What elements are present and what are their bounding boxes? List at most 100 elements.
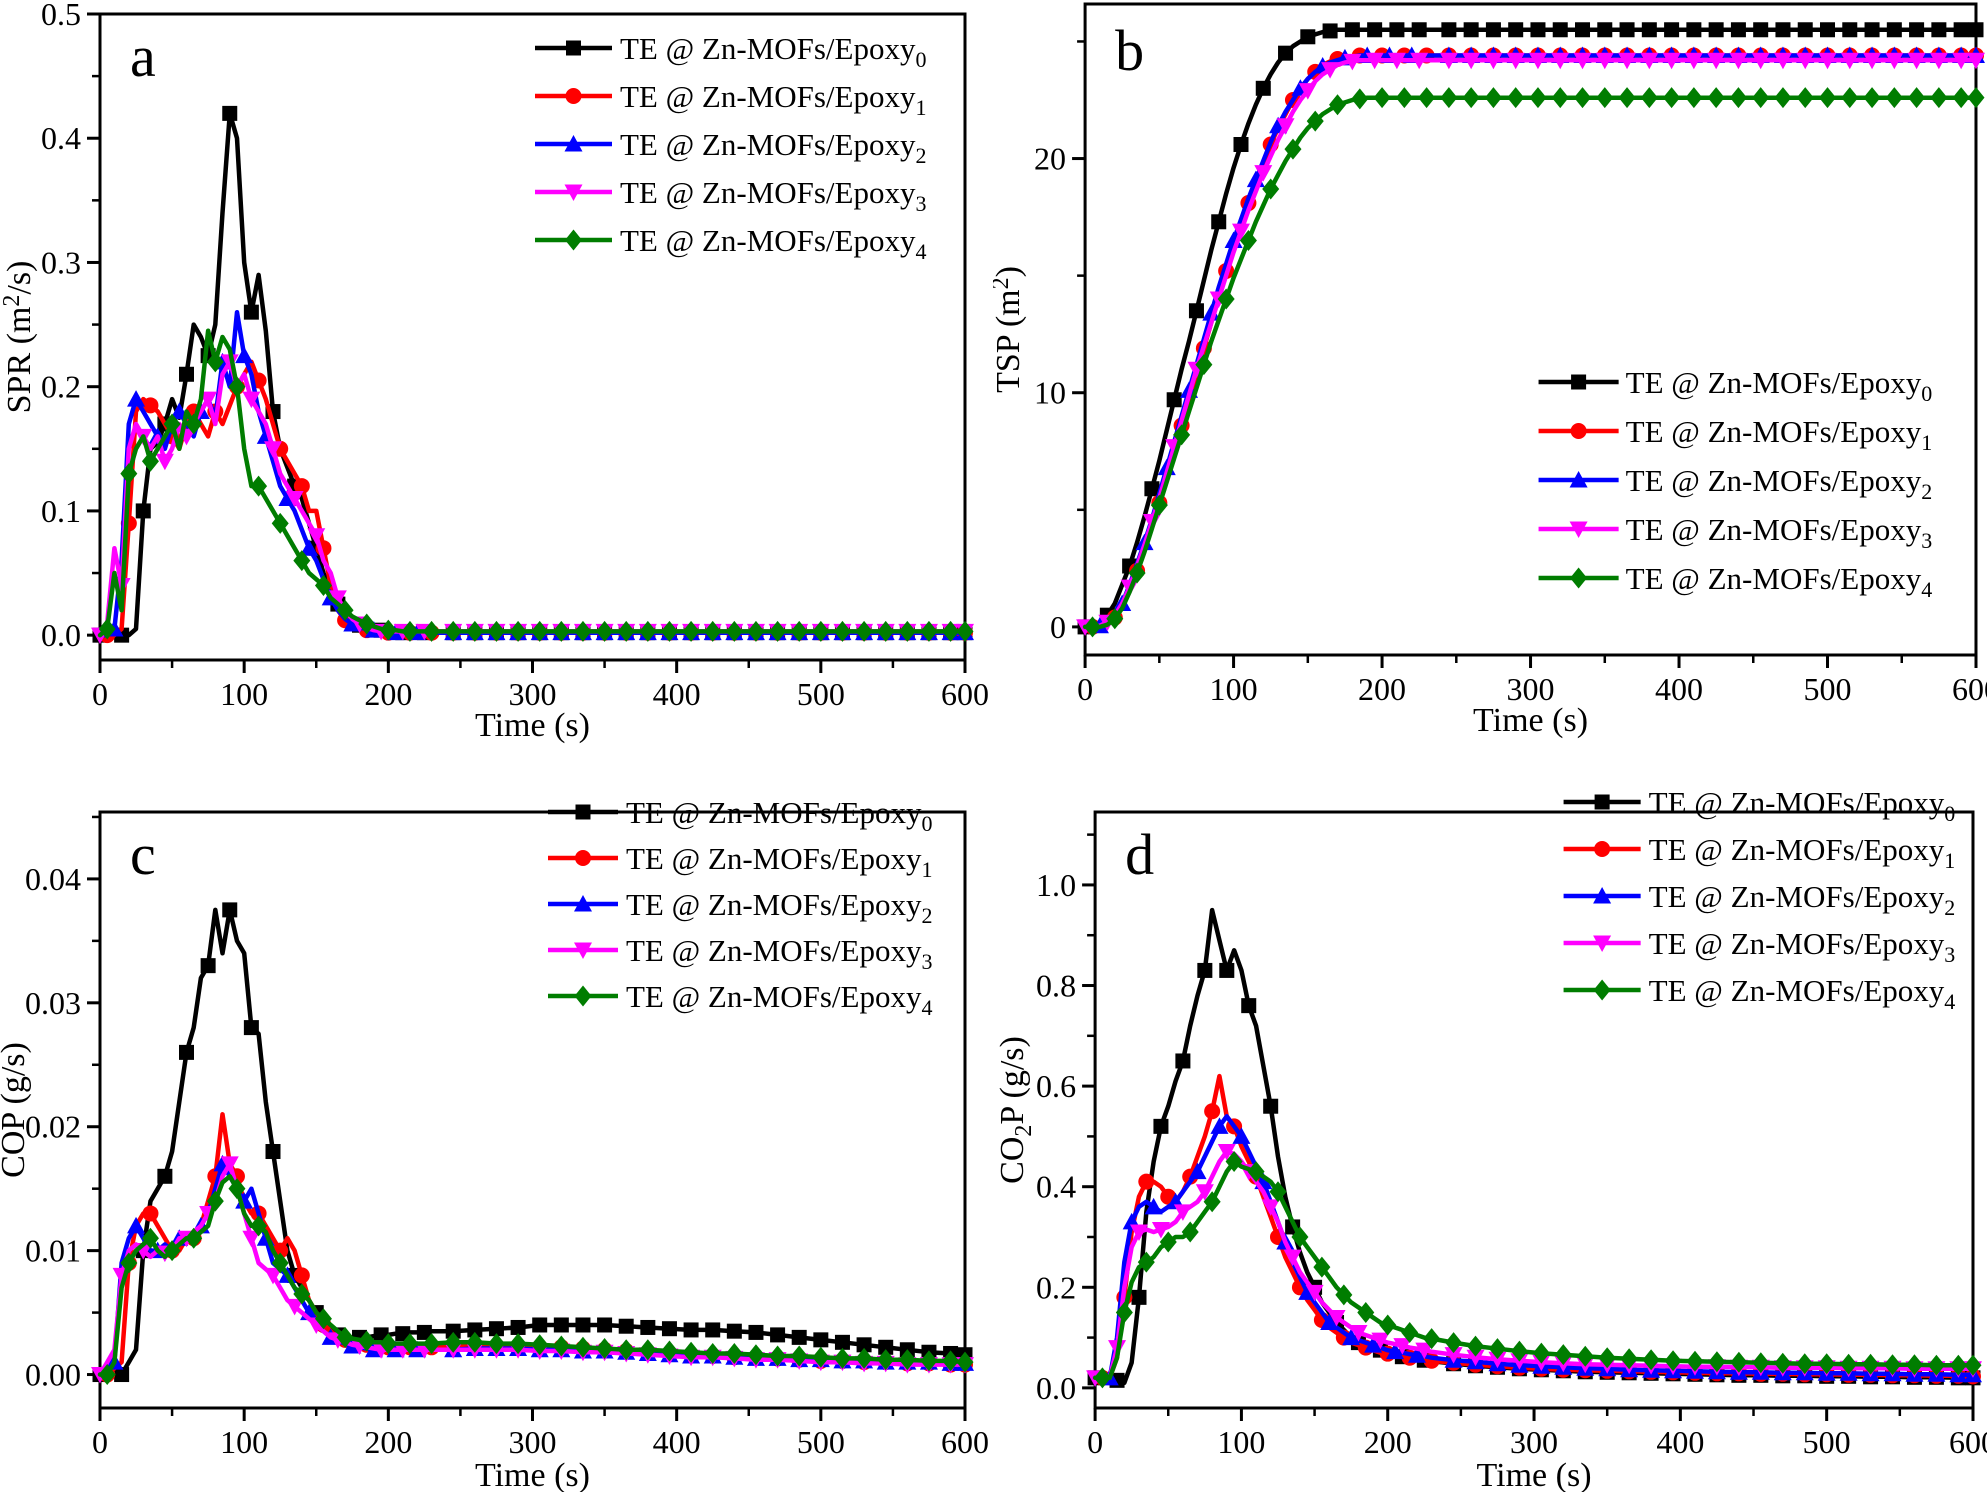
diamond-marker xyxy=(1507,87,1525,109)
triangle-down-marker xyxy=(1195,1184,1214,1201)
diamond-marker xyxy=(1774,87,1792,109)
diamond-marker xyxy=(617,1339,635,1361)
series-line xyxy=(1082,95,1979,630)
diamond-marker xyxy=(1885,87,1903,109)
x-axis-label: Time (s) xyxy=(1473,702,1588,739)
diamond-marker xyxy=(574,1336,592,1358)
diamond-marker xyxy=(1395,87,1413,109)
series-line xyxy=(1092,1159,1976,1381)
x-tick-label: 300 xyxy=(509,676,557,712)
square-marker xyxy=(1441,22,1457,38)
square-marker xyxy=(1775,22,1791,38)
x-tick-label: 0 xyxy=(1087,1424,1103,1460)
square-marker xyxy=(1619,22,1635,38)
triangle-up-marker xyxy=(127,1216,146,1234)
diamond-marker xyxy=(1818,1353,1836,1375)
square-marker xyxy=(640,1319,656,1335)
triangle-down-marker xyxy=(1276,118,1295,135)
diamond-marker xyxy=(1593,979,1611,1001)
chart-panel-d: 0 100 200 300 400 500 600 0.0 0.2 0.4 0.6 0.8 1.0 d Ti… xyxy=(993,746,1987,1492)
diamond-marker xyxy=(444,1331,462,1353)
diamond-marker xyxy=(228,376,246,398)
x-tick-label: 100 xyxy=(220,676,268,712)
series-line xyxy=(1092,1149,1976,1381)
diamond-marker xyxy=(1952,87,1970,109)
triangle-up-marker xyxy=(1144,1197,1163,1215)
triangle-down-marker xyxy=(1439,52,1458,70)
diamond-marker xyxy=(565,229,582,251)
chart-panel-c: 0 100 200 300 400 500 600 0.00 0.01 0.02 0.03 0.04 c… xyxy=(0,746,993,1492)
square-marker xyxy=(532,1317,548,1333)
diamond-marker xyxy=(1159,1231,1177,1253)
y-tick-label: 0.00 xyxy=(25,1357,81,1393)
diamond-marker xyxy=(1663,87,1681,109)
plot-frame xyxy=(1083,2,1978,657)
y-tick-label: 0.6 xyxy=(1036,1068,1076,1104)
square-marker xyxy=(1819,22,1836,38)
diamond-marker xyxy=(206,351,224,373)
square-marker xyxy=(856,1337,872,1353)
triangle-down-marker xyxy=(1595,52,1614,70)
diamond-marker xyxy=(552,620,570,642)
diamond-marker xyxy=(833,620,851,642)
diamond-marker xyxy=(1554,1344,1572,1366)
square-marker xyxy=(445,1323,461,1339)
diamond-marker xyxy=(509,620,527,642)
triangle-down-marker xyxy=(1151,1221,1170,1239)
triangle-down-marker xyxy=(1371,1332,1390,1350)
triangle-down-marker xyxy=(1217,1143,1236,1161)
y-tick-label: 0.2 xyxy=(1036,1269,1076,1305)
diamond-marker xyxy=(1551,87,1569,109)
x-tick-label: 500 xyxy=(1803,1424,1851,1460)
diamond-marker xyxy=(206,1190,224,1212)
square-marker xyxy=(1508,22,1524,38)
diamond-marker xyxy=(1488,1338,1506,1360)
circle-marker xyxy=(1204,1103,1221,1120)
triangle-down-marker xyxy=(328,590,347,607)
triangle-down-marker xyxy=(1466,1349,1485,1367)
y-tick-label: 0.0 xyxy=(1036,1370,1076,1406)
x-tick-label: 600 xyxy=(941,676,989,712)
diamond-marker xyxy=(1351,88,1369,110)
diamond-marker xyxy=(920,620,938,642)
diamond-marker xyxy=(1084,616,1102,638)
square-marker xyxy=(179,366,194,382)
diamond-marker xyxy=(1440,87,1458,109)
x-tick-label: 400 xyxy=(1656,1424,1704,1460)
x-tick-label: 600 xyxy=(941,1424,989,1460)
diamond-marker xyxy=(487,1333,505,1355)
triangle-up-marker xyxy=(300,539,319,556)
diamond-marker xyxy=(1203,1191,1221,1213)
diamond-marker xyxy=(1335,1284,1353,1306)
diamond-marker xyxy=(1598,1347,1616,1369)
triangle-up-marker xyxy=(1210,1117,1229,1134)
panel-letter: d xyxy=(1125,822,1154,887)
triangle-down-marker xyxy=(264,1267,282,1285)
diamond-marker xyxy=(1225,1151,1243,1173)
diamond-marker xyxy=(596,620,614,642)
y-tick-label: 10 xyxy=(1034,375,1066,411)
triangle-down-marker xyxy=(1684,52,1703,70)
diamond-marker xyxy=(725,620,743,642)
diamond-marker xyxy=(466,1331,484,1353)
diamond-marker xyxy=(1329,94,1347,116)
x-tick-label: 200 xyxy=(1358,671,1406,707)
square-marker xyxy=(813,1332,829,1348)
y-tick-label: 0.4 xyxy=(1036,1169,1076,1205)
y-tick-label: 0.8 xyxy=(1036,968,1076,1004)
triangle-down-marker xyxy=(1462,52,1481,70)
diamond-marker xyxy=(1964,1354,1982,1376)
y-axis-label: CO2P (g/s) xyxy=(994,1036,1037,1184)
triangle-down-marker xyxy=(1231,223,1251,241)
x-tick-label: 400 xyxy=(653,676,701,712)
diamond-marker xyxy=(769,620,787,642)
diamond-marker xyxy=(1685,87,1703,109)
y-tick-label: 1.0 xyxy=(1036,867,1076,903)
diamond-marker xyxy=(487,620,505,642)
square-marker xyxy=(1931,22,1947,38)
diamond-marker xyxy=(358,1330,376,1352)
x-tick-label: 300 xyxy=(1507,671,1555,707)
square-marker xyxy=(1552,22,1568,38)
legend-label: TE @ Zn-MOFs/Epoxy4 xyxy=(1626,561,1933,602)
x-tick-label: 400 xyxy=(1655,671,1703,707)
